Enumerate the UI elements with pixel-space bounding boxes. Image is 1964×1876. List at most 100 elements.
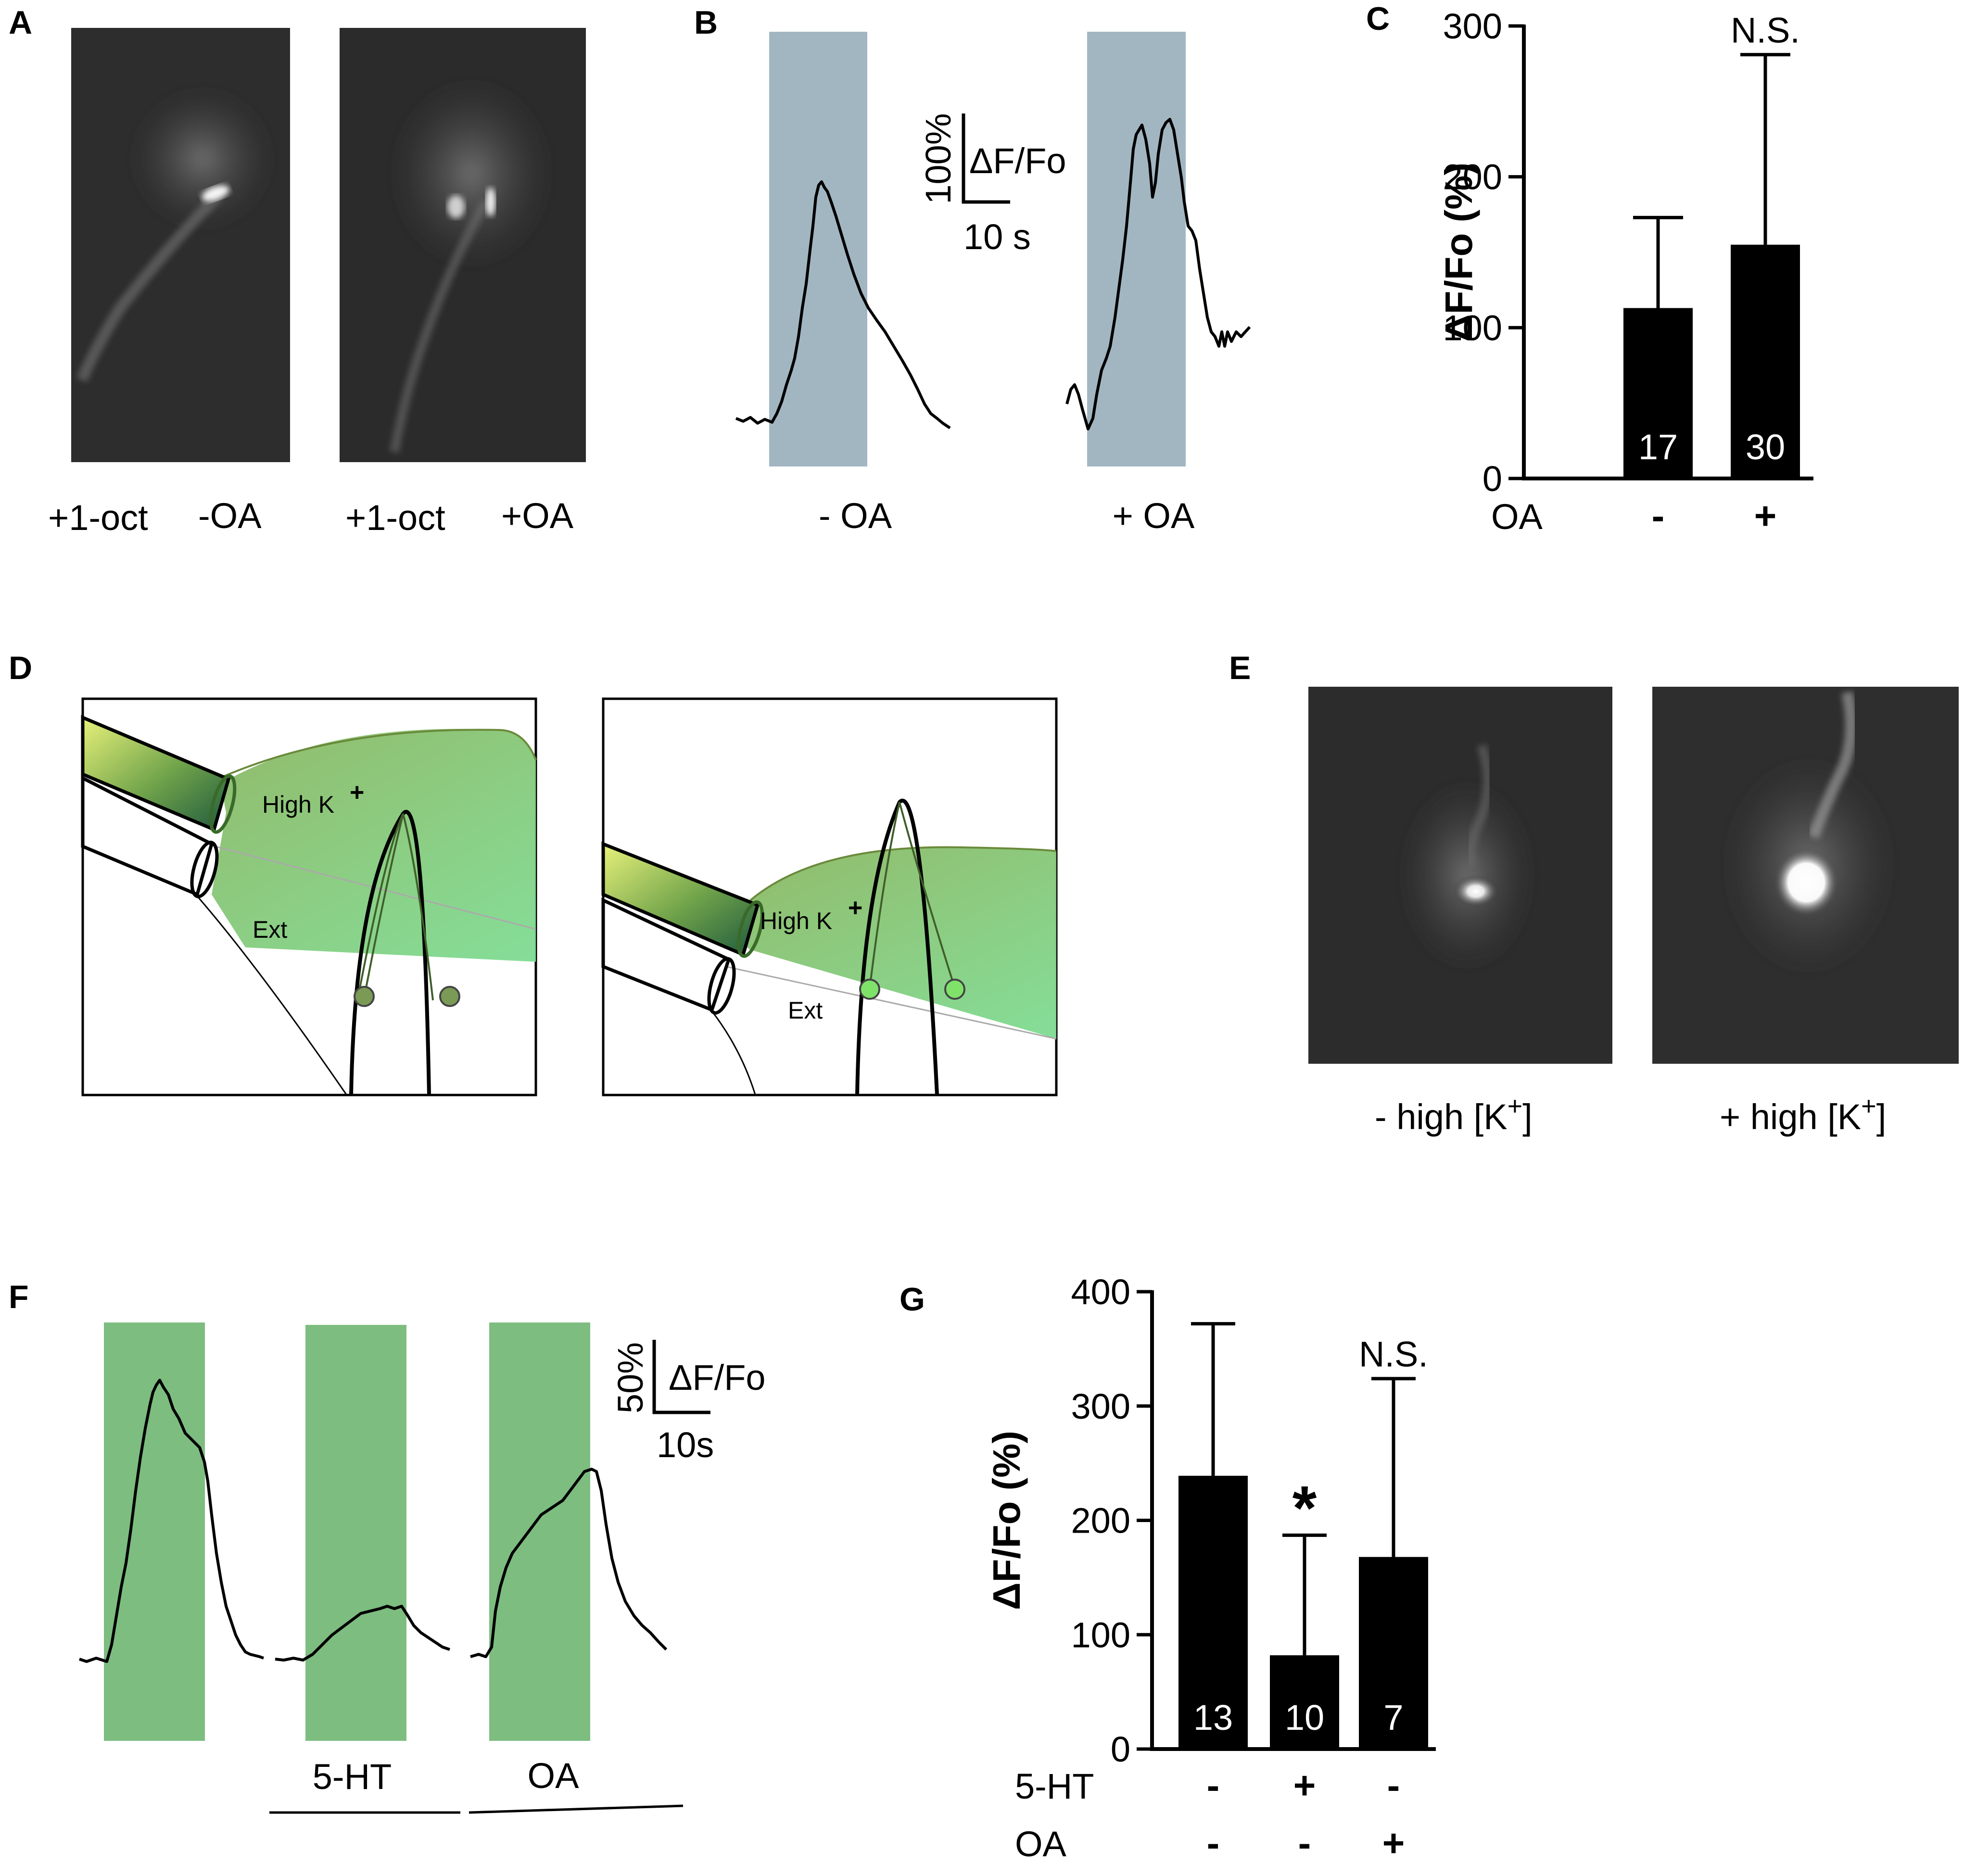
condition-sign: - [1298,1822,1311,1864]
cell-body-right-2 [944,979,965,1000]
cell-body-left-1 [354,986,375,1007]
trace-5ht [275,1605,450,1662]
y-axis-title: ΔF/Fo (%) [985,1431,1028,1610]
bar [1270,1655,1339,1749]
micrograph-a-plus-oa [340,28,586,462]
condition-sign: - [1207,1822,1220,1864]
scale-bar-f-y-value: 50% [610,1342,650,1413]
trace-plus-oa [1065,118,1251,430]
label-ext-left: Ext [253,916,287,943]
caption-e-plus-high-k: + high [K+] [1720,1092,1886,1137]
label-high-k-left: High K [262,791,334,818]
significance-label: N.S. [1731,11,1800,50]
n-label: 30 [1746,427,1785,467]
n-label: 10 [1285,1698,1324,1738]
n-label: 13 [1193,1698,1233,1738]
caption-e-minus-high-k: - high [K+] [1375,1092,1533,1137]
bar [1623,308,1693,478]
bar [1731,244,1800,478]
drug-bar-oa [469,1804,684,1814]
cell-body-right-1 [859,979,880,1000]
scale-bar-b-x-value: 10 s [963,217,1031,257]
chart-g: 0 100 200 300 400 ΔF/Fo (%) 13 10 * 7 N.S. 5-HT - + - O… [985,1272,1436,1864]
condition-sign: - [1387,1764,1400,1807]
bar [1178,1475,1248,1749]
caption-a-1-oct-left: +1-oct [48,498,148,538]
panel-letter-f: F [9,1279,29,1315]
stimulus-window-minus-oa [769,32,867,466]
significance-star: * [1292,1473,1317,1543]
trace-oa [470,1468,668,1658]
stimulus-window-control [104,1322,205,1741]
label-high-k-right: High K [760,907,832,934]
condition-sign: + [1754,494,1777,537]
caption-a-1-oct-right: +1-oct [345,498,445,538]
stimulus-window-plus-oa [1087,32,1186,466]
scale-bar-b-y-unit: ΔF/Fo [969,141,1066,181]
panel-letter-a: A [9,4,32,41]
label-high-k-left-plus: + [350,779,364,806]
scale-bar-f: 50% ΔF/Fo 10s [610,1340,766,1465]
trace-minus-oa [735,180,951,429]
condition-sign: - [1652,494,1665,537]
condition-row-label: OA [1491,497,1543,537]
panel-letter-e: E [1229,650,1251,686]
cell-body-left-2 [439,986,460,1007]
y-tick-label: 100 [1443,308,1502,348]
bar [1359,1557,1428,1749]
condition-b-minus-oa: - OA [819,496,892,536]
n-label: 17 [1638,427,1678,467]
panel-g: G 0 100 200 300 400 ΔF/Fo (%) 13 10 * 7 N.S. 5-HT - +… [900,1272,1436,1864]
panel-c: C 0 100 200 300 ΔF/Fo (%) 17 30 N.S. OA - + [1366,0,1813,537]
y-tick-label: 0 [1483,459,1502,499]
caption-e-plus-close: ] [1876,1097,1887,1137]
y-tick-label: 200 [1443,157,1502,197]
y-axis-title: ΔF/Fo (%) [1437,163,1480,342]
scale-bar-b: 100% ΔF/Fo 10 s [918,113,1066,257]
stimulus-window-5ht [305,1325,406,1741]
panel-letter-c: C [1366,0,1390,37]
caption-e-plus-sup: + [1861,1092,1876,1121]
panel-letter-g: G [900,1281,925,1318]
micrograph-a-minus-oa [71,28,290,462]
panel-letter-b: B [694,4,718,41]
condition-sign: + [1382,1822,1405,1864]
significance-label: N.S. [1359,1335,1428,1374]
condition-sign: - [1207,1764,1220,1807]
caption-e-minus-sup: + [1508,1092,1523,1121]
schematic-d-right: High K + Ext [601,697,1058,1096]
label-ext-right: Ext [788,997,823,1024]
y-tick-label: 100 [1071,1615,1130,1655]
panel-a: A +1-oct -OA +1-oct +OA [9,4,586,538]
panel-b: B 100% ΔF/Fo 10 s - OA + OA [694,4,1251,536]
neuron-soma-dim [1453,873,1499,906]
caption-e-plus-text: + high [K [1720,1097,1861,1137]
y-tick-label: 300 [1443,6,1502,46]
panel-letter-d: D [9,650,32,686]
schematic-d-left: High K + Ext [81,697,537,1096]
trace-control [79,1379,265,1663]
micrograph-e-plus-high-k [1652,687,1959,1064]
condition-b-plus-oa: + OA [1113,496,1195,536]
caption-a-plus-oa: +OA [501,496,574,536]
neuron-soma-bright [1774,848,1839,917]
panel-e: E - high [K+] + high [K+] [1229,650,1959,1137]
micrograph-e-minus-high-k [1308,687,1612,1064]
drug-label-5ht: 5-HT [313,1757,392,1797]
chart-c: 0 100 200 300 ΔF/Fo (%) 17 30 N.S. OA - + [1437,6,1813,537]
condition-sign: + [1293,1764,1316,1807]
n-label: 7 [1383,1698,1403,1738]
drug-label-oa: OA [528,1756,580,1796]
caption-a-minus-oa: -OA [198,496,262,536]
caption-e-minus-text: - high [K [1375,1097,1508,1137]
y-tick-label: 400 [1071,1272,1130,1312]
y-tick-label: 200 [1071,1501,1130,1541]
label-high-k-right-plus: + [848,894,862,922]
condition-row-label: OA [1015,1824,1067,1864]
panel-d: D High K + Ext [9,650,1058,1096]
pipette-white-left [81,775,214,897]
condition-row-label: 5-HT [1015,1766,1094,1806]
scale-bar-b-y-value: 100% [918,113,958,204]
y-tick-label: 300 [1071,1386,1130,1426]
